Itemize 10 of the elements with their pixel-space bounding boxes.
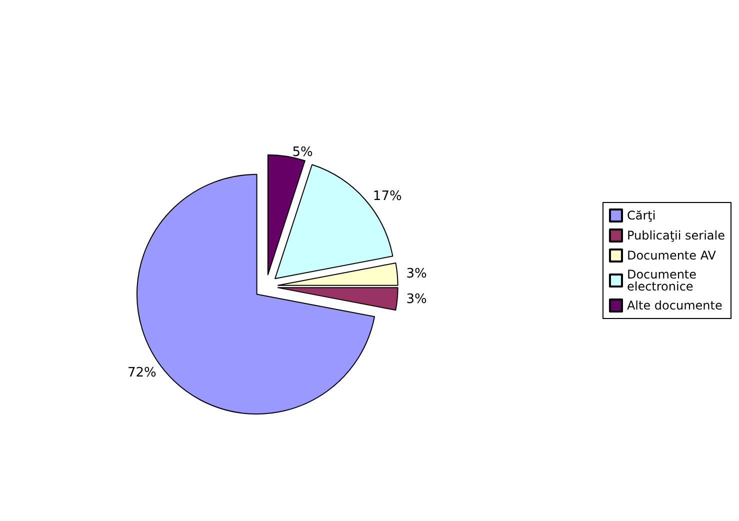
data-label: 5% [292,144,313,160]
data-label: 17% [372,189,402,204]
legend-label: Cărţi [626,208,656,222]
data-label: 72% [127,366,156,381]
legend-label: Publicaţii seriale [626,228,726,242]
legend-label: Documente electronice [626,268,700,294]
legend-label: Documente AV [626,248,717,262]
data-label: 3% [406,266,427,282]
data-label: 3% [406,292,427,307]
legend-label: Alte documente [626,298,722,312]
